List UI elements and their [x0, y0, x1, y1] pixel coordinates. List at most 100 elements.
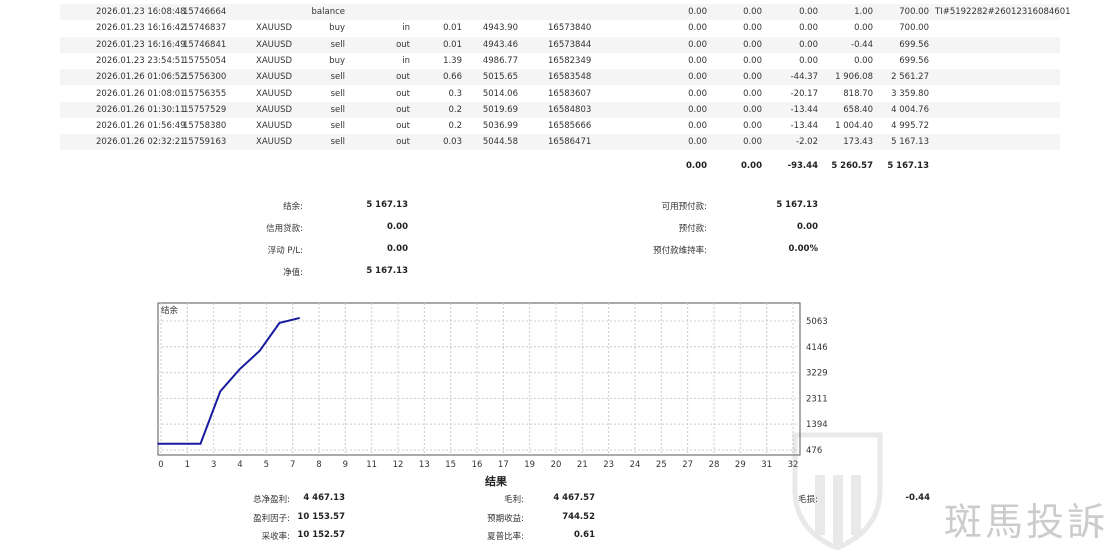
cell-deal: 15746664: [183, 7, 227, 17]
x-tick-label: 13: [419, 460, 430, 470]
total-fee: 0.00: [741, 161, 762, 171]
cell-swap: 0.00: [799, 39, 818, 50]
result-value: 4 467.57: [553, 493, 595, 503]
cell-profit: 1 906.08: [835, 72, 873, 83]
cell-commission: 0.00: [688, 121, 707, 132]
cell-time: 2026.01.26 01:06:52: [96, 72, 186, 83]
cell-price: 5036.99: [482, 121, 518, 132]
cell-swap: -44.37: [790, 72, 818, 83]
cell-volume: 0.03: [443, 137, 462, 148]
cell-type: balance: [311, 7, 345, 17]
cell-profit: 0.00: [854, 55, 873, 66]
x-tick-label: 32: [788, 460, 799, 470]
total-profit: 5 260.57: [831, 161, 873, 171]
cell-profit: 0.00: [854, 23, 873, 34]
cell-commission: 0.00: [688, 104, 707, 115]
cell-order: 16585666: [548, 121, 592, 132]
cell-deal: 15758380: [183, 121, 227, 132]
cell-direction: out: [396, 104, 410, 115]
deal-row: 2026.01.26 01:30:11 15757529 XAUUSD sell out…: [60, 101, 1060, 118]
cell-time: 2026.01.23 16:16:49: [96, 39, 186, 50]
cell-deal: 15755054: [183, 55, 227, 66]
total-balance: 5 167.13: [887, 161, 929, 171]
y-tick-label: 5063: [806, 317, 828, 327]
cell-time: 2026.01.23 23:54:51: [96, 55, 186, 66]
cell-swap: 0.00: [799, 55, 818, 66]
cell-direction: in: [402, 23, 410, 34]
result-value: 0.61: [574, 530, 595, 540]
result-value: 10 153.57: [297, 511, 345, 522]
data-point: [157, 442, 159, 445]
cell-fee: 0.00: [743, 104, 762, 115]
x-tick-label: 28: [709, 460, 720, 470]
cell-fee: 0.00: [743, 55, 762, 66]
cell-swap: -2.02: [796, 137, 818, 148]
cell-commission: 0.00: [688, 7, 707, 17]
deal-row: 2026.01.23 23:54:51 15755054 XAUUSD buy in 1.…: [60, 53, 1060, 69]
y-tick-label: 476: [806, 446, 822, 456]
cell-fee: 0.00: [743, 23, 762, 34]
cell-symbol: XAUUSD: [256, 104, 293, 115]
cell-time: 2026.01.23 16:16:42: [96, 23, 186, 34]
cell-fee: 0.00: [743, 88, 762, 99]
data-point: [239, 368, 241, 370]
x-tick-label: 3: [211, 460, 216, 470]
cell-direction: out: [396, 88, 410, 99]
x-tick-label: 31: [761, 460, 772, 470]
cell-commission: 0.00: [688, 137, 707, 148]
deal-row: 2026.01.26 01:56:49 15758380 XAUUSD sell out…: [60, 118, 1060, 134]
cell-time: 2026.01.26 02:32:21: [96, 137, 186, 148]
y-tick-label: 1394: [806, 420, 828, 430]
x-tick-label: 5: [264, 460, 269, 470]
totals-row: 0.00 0.00 -93.44 5 260.57 5 167.13: [60, 158, 1060, 174]
summary-left-label: 信用贷款:: [266, 224, 303, 234]
cell-swap: -20.17: [790, 88, 818, 99]
cell-type: sell: [330, 39, 345, 50]
x-tick-label: 17: [498, 460, 509, 470]
cell-volume: 0.2: [448, 104, 462, 115]
x-tick-label: 25: [656, 460, 667, 470]
plot-area: [157, 302, 801, 456]
x-tick-label: 16: [472, 460, 483, 470]
y-tick-label: 3229: [806, 369, 828, 379]
cell-symbol: XAUUSD: [256, 88, 293, 99]
x-tick-label: 0: [158, 460, 163, 470]
cell-profit: 1 004.40: [835, 121, 873, 132]
cell-order: 16573840: [548, 23, 592, 34]
cell-type: buy: [329, 55, 345, 66]
zebra-rank-logo: [792, 432, 883, 550]
x-tick-label: 15: [445, 460, 456, 470]
cell-symbol: XAUUSD: [256, 72, 293, 83]
cell-deal: 15756300: [183, 72, 227, 83]
cell-symbol: XAUUSD: [256, 121, 293, 132]
x-tick-label: 9: [343, 460, 348, 470]
cell-type: sell: [330, 72, 345, 83]
summary-right-value: 0.00: [797, 222, 818, 232]
result-label: 盈利因子:: [253, 513, 290, 524]
y-tick-label: 2311: [806, 394, 828, 404]
cell-price: 4986.77: [482, 55, 518, 66]
summary-left-value: 5 167.13: [366, 266, 408, 276]
cell-fee: 0.00: [743, 7, 762, 17]
cell-type: buy: [329, 23, 345, 34]
x-tick-label: 24: [630, 460, 641, 470]
deal-row: 2026.01.26 02:32:21 15759163 XAUUSD sell out…: [60, 134, 1060, 151]
x-tick-label: 7: [290, 460, 295, 470]
cell-price: 5019.69: [482, 104, 518, 115]
summary-left-value: 5 167.13: [366, 200, 408, 210]
cell-balance: 5 167.13: [891, 137, 929, 148]
cell-comment: TI#5192282#26012316084601: [935, 7, 1071, 17]
summary-left-value: 0.00: [387, 244, 408, 254]
cell-commission: 0.00: [688, 88, 707, 99]
cell-profit: 1.00: [854, 7, 873, 17]
cell-balance: 699.56: [899, 39, 929, 50]
summary-right-label: 预付款:: [678, 224, 707, 234]
cell-commission: 0.00: [688, 23, 707, 34]
summary-left-label: 净值:: [283, 268, 303, 278]
x-tick-label: 8: [316, 460, 321, 470]
cell-balance: 4 995.72: [891, 121, 929, 132]
cell-swap: 0.00: [799, 7, 818, 17]
cell-balance: 4 004.76: [891, 104, 929, 115]
cell-order: 16583548: [548, 72, 592, 83]
cell-deal: 15757529: [183, 104, 227, 115]
